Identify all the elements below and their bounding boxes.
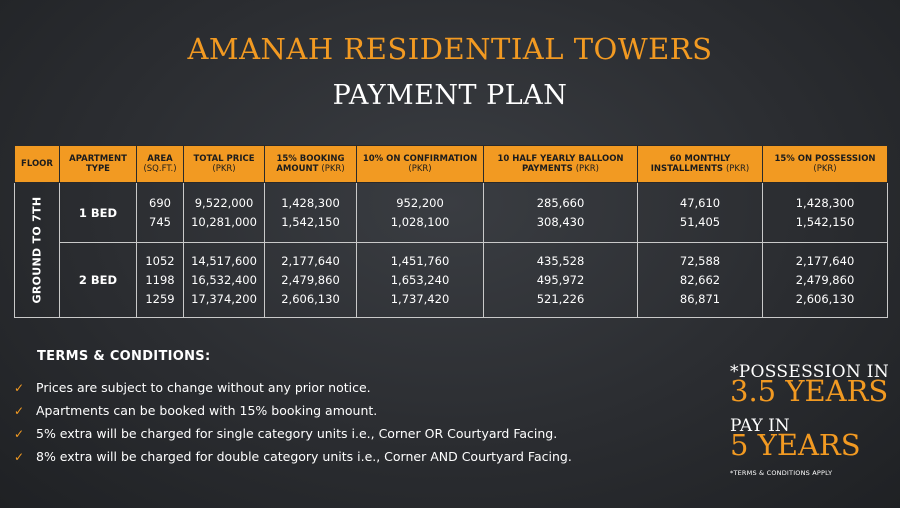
page-title: AMANAH RESIDENTIAL TOWERS: [187, 32, 713, 66]
possession-cell: 2,177,640 2,479,860 2,606,130: [762, 242, 888, 318]
table-row: 2 BED 1052 1198 1259 14,517,600 16,532,400 1…: [15, 242, 888, 318]
header-on-possession: 15% ON POSSESSION (PKR): [762, 145, 888, 183]
confirmation-cell: 1,451,760 1,653,240 1,737,420: [356, 242, 484, 318]
page-subtitle: PAYMENT PLAN: [332, 80, 568, 111]
check-icon: ✓: [14, 427, 25, 441]
list-item: ✓ Apartments can be booked with 15% booki…: [14, 403, 378, 418]
total-price-cell: 14,517,600 16,532,400 17,374,200: [183, 242, 265, 318]
list-item: ✓ 5% extra will be charged for single cat…: [14, 426, 558, 441]
apartment-type-1bed: 1 BED: [59, 182, 137, 243]
monthly-cell: 72,588 82,662 86,871: [637, 242, 763, 318]
monthly-cell: 47,610 51,405: [637, 182, 763, 243]
possession-value: 3.5 YEARS: [730, 374, 889, 408]
confirmation-cell: 952,200 1,028,100: [356, 182, 484, 243]
table-header-row: FLOOR APARTMENT TYPE AREA (SQ.FT.) TOTAL …: [14, 145, 888, 183]
header-area: AREA (SQ.FT.): [136, 145, 184, 183]
floor-cell: GROUND TO 7TH: [14, 182, 60, 318]
payment-plan-table: FLOOR APARTMENT TYPE AREA (SQ.FT.) TOTAL …: [14, 145, 888, 318]
check-icon: ✓: [14, 404, 25, 418]
apartment-type-2bed: 2 BED: [59, 242, 137, 318]
header-balloon-payments: 10 HALF YEARLY BALLOON PAYMENTS (PKR): [483, 145, 638, 183]
pay-label: PAY IN: [730, 416, 790, 436]
header-floor: FLOOR: [14, 145, 60, 183]
list-item: ✓ 8% extra will be charged for double cat…: [14, 449, 572, 464]
header-apartment-type: APARTMENT TYPE: [59, 145, 137, 183]
check-icon: ✓: [14, 450, 25, 464]
list-item: ✓ Prices are subject to change without an…: [14, 380, 371, 395]
booking-cell: 2,177,640 2,479,860 2,606,130: [264, 242, 357, 318]
header-monthly-installments: 60 MONTHLY INSTALLMENTS (PKR): [637, 145, 763, 183]
total-price-cell: 9,522,000 10,281,000: [183, 182, 265, 243]
booking-cell: 1,428,300 1,542,150: [264, 182, 357, 243]
floor-label: GROUND TO 7TH: [30, 196, 44, 304]
pay-value: 5 YEARS: [730, 428, 861, 462]
terms-list: ✓ Prices are subject to change without an…: [14, 380, 572, 472]
balloon-cell: 435,528 495,972 521,226: [483, 242, 638, 318]
area-cell: 690 745: [136, 182, 184, 243]
possession-label: *POSSESSION IN: [730, 362, 889, 382]
balloon-cell: 285,660 308,430: [483, 182, 638, 243]
header-total-price: TOTAL PRICE (PKR): [183, 145, 265, 183]
area-cell: 1052 1198 1259: [136, 242, 184, 318]
terms-apply-note: *TERMS & CONDITIONS APPLY: [730, 469, 833, 477]
terms-heading: TERMS & CONDITIONS:: [37, 349, 211, 364]
header-booking-amount: 15% BOOKING AMOUNT (PKR): [264, 145, 357, 183]
check-icon: ✓: [14, 381, 25, 395]
header-confirmation: 10% ON CONFIRMATION (PKR): [356, 145, 484, 183]
table-row: GROUND TO 7TH 1 BED 690 745 9,522,000 10,2…: [14, 182, 888, 318]
possession-cell: 1,428,300 1,542,150: [762, 182, 888, 243]
